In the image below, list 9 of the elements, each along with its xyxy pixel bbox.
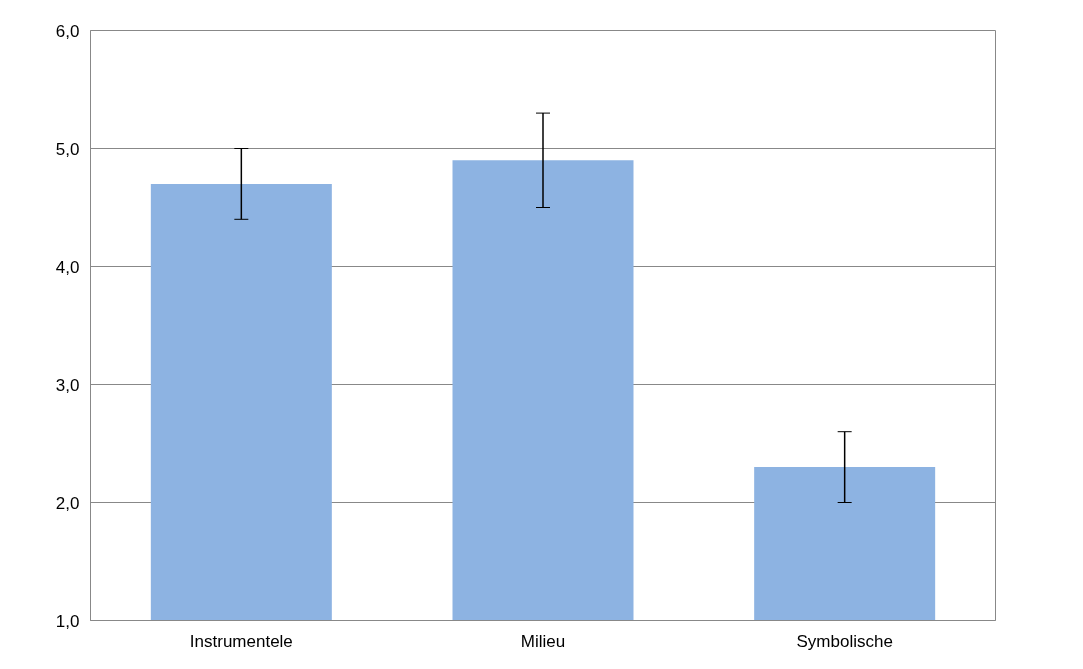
y-tick-label: 5,0 — [55, 139, 80, 159]
y-tick-label: 3,0 — [55, 375, 80, 395]
y-tick-label: 4,0 — [55, 257, 80, 277]
y-tick-label: 1,0 — [55, 611, 80, 631]
x-tick-label: Instrumentele — [189, 631, 293, 651]
x-tick-label: Symbolische — [796, 631, 893, 651]
y-tick-label: 6,0 — [55, 21, 80, 41]
y-tick-label: 2,0 — [55, 493, 80, 513]
x-tick-label: Milieu — [520, 631, 566, 651]
